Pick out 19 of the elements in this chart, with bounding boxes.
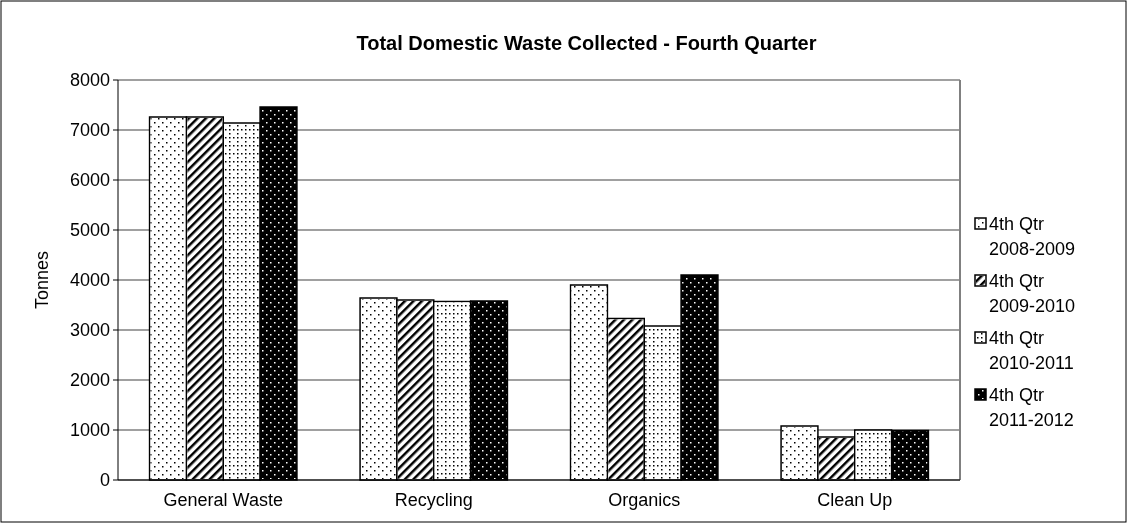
y-tick-label: 7000 [69,120,110,141]
y-tick-label: 6000 [69,170,110,191]
x-tick-label: Recycling [394,490,473,510]
legend-label: 4th Qtr 2010-2011 [989,328,1074,373]
legend-label: 4th Qtr 2008-2009 [989,214,1076,259]
y-tick-label: 8000 [69,70,110,91]
legend-label: 4th Qtr 2011-2012 [989,385,1074,430]
y-axis-title: Tonnes [32,250,52,310]
x-tick-label: General Waste [163,490,283,510]
x-tick-label: Organics [608,490,681,510]
y-tick-label: 5000 [69,220,110,241]
chart-title: Total Domestic Waste Collected - Fourth Quarter [356,32,817,54]
y-tick-label: 3000 [69,320,110,341]
y-tick-label: 2000 [69,370,110,391]
y-tick-label: 0 [99,470,110,491]
y-tick-label: 4000 [69,270,110,291]
y-tick-label: 1000 [69,420,110,441]
legend-label: 4th Qtr 2009-2010 [989,271,1076,316]
x-tick-label: Clean Up [817,490,893,510]
